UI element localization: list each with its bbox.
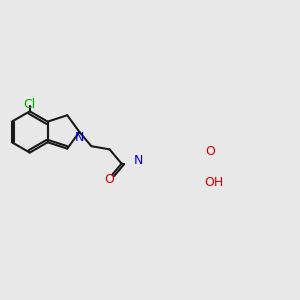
- Text: O: O: [205, 145, 215, 158]
- Text: N: N: [75, 131, 85, 144]
- Text: O: O: [104, 173, 114, 186]
- Text: N: N: [134, 154, 143, 167]
- Text: Cl: Cl: [24, 98, 36, 111]
- Text: OH: OH: [204, 176, 223, 189]
